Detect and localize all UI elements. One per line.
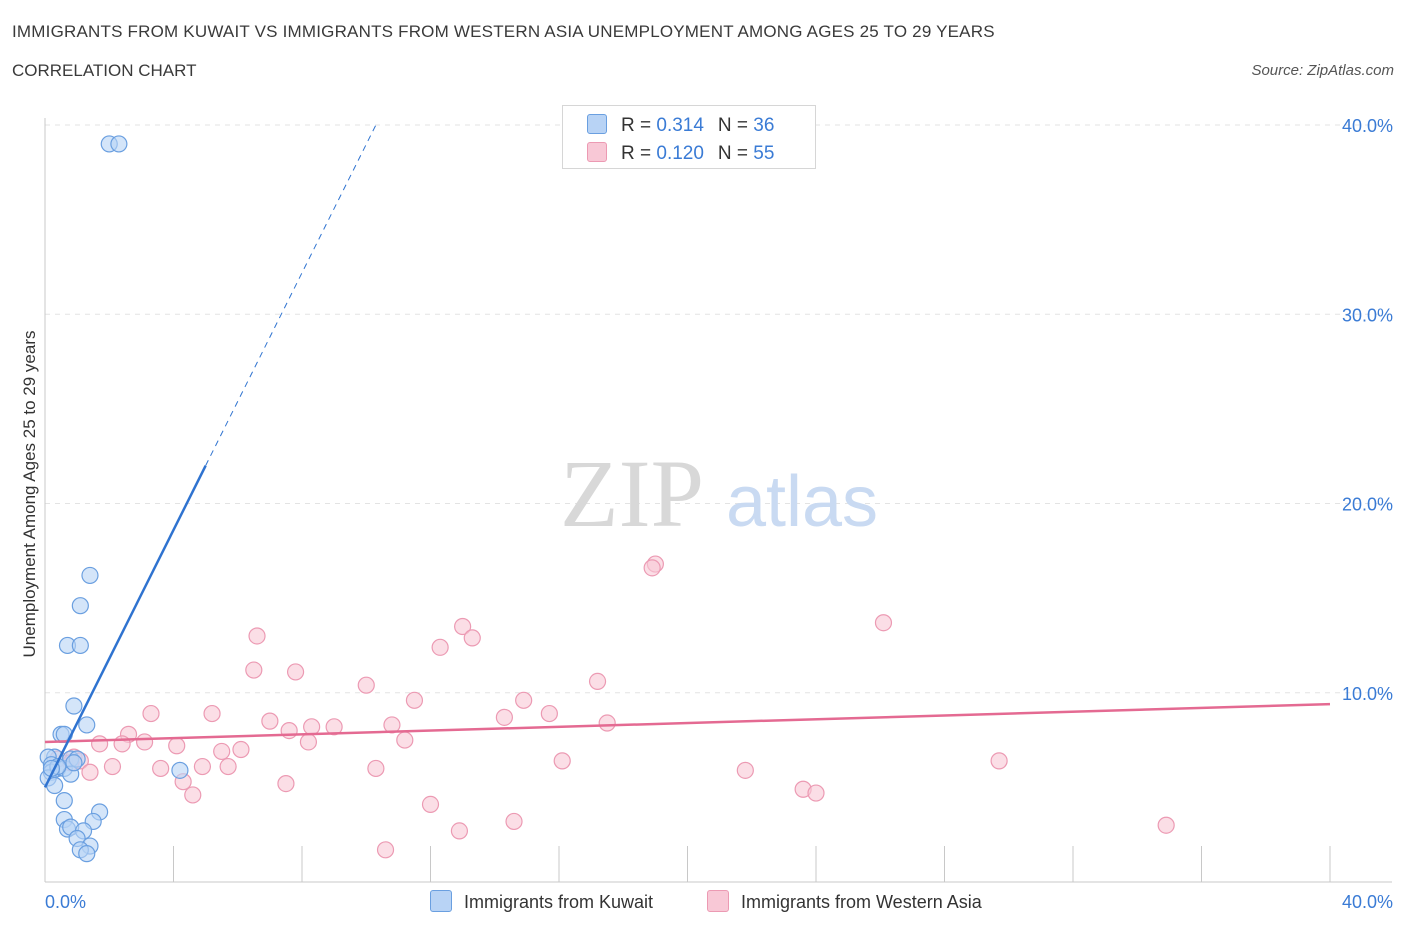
western-asia-point [213,742,231,761]
western-asia-point [505,812,523,831]
western-asia-point [280,721,298,740]
western-asia-point [1157,816,1175,834]
kuwait-point [110,135,128,153]
x-tick-label: 0.0% [45,892,86,912]
kuwait-point [71,636,89,655]
western-asia-point [303,718,321,736]
western-asia-point [261,712,279,730]
western-asia-point [421,795,440,814]
western-asia-point [454,617,472,636]
tick-labels: 10.0% 20.0% 30.0% 40.0% 0.0% 40.0% [45,116,1393,912]
legend-r-label: R = [621,115,657,136]
western-asia-point [405,691,424,709]
chart-subtitle: CORRELATION CHART [12,61,197,80]
chart-title: IMMIGRANTS FROM KUWAIT VS IMMIGRANTS FRO… [12,22,995,41]
western-asia-point [142,704,160,723]
bottom-legend-swatch-kuwait [430,890,452,912]
bottom-legend-label-kuwait: Immigrants from Kuwait [464,892,654,912]
western-asia-point [450,822,469,840]
y-tick-label: 30.0% [1342,305,1393,325]
western-asia-point [168,737,186,755]
western-asia-point [232,740,250,759]
western-asia-point [299,733,318,751]
western-asia-point [598,714,616,732]
legend-n-value-kuwait: 36 [753,115,775,136]
western-asia-point [463,629,481,647]
western-asia-point [203,704,221,723]
kuwait-point [65,697,83,715]
western-asia-point [357,676,375,694]
western-asia-point [113,735,131,753]
bottom-legend-swatch-western-asia [707,890,729,912]
kuwait-point [78,716,96,734]
western-asia-trend-line [44,702,1331,744]
western-asia-point [81,763,99,781]
y-tick-label: 20.0% [1342,495,1393,515]
western-asia-point [540,704,558,723]
watermark: ZIP atlas [560,440,878,547]
legend-n-label: N = [717,143,754,164]
western-asia-point [219,757,237,776]
western-asia-point [367,759,385,778]
legend-swatch-western-asia [587,142,607,162]
western-asia-point [193,757,212,776]
western-asia-point [515,691,533,709]
western-asia-point [135,733,154,751]
stats-legend: R = 0.314 N = 36 R = 0.120 N = 55 [562,105,816,169]
western-asia-point [152,759,170,778]
legend-swatch-kuwait [587,114,607,134]
western-asia-point [325,718,343,736]
kuwait-trend-line [43,465,207,788]
legend-row-kuwait: R = 0.314 N = 36 [587,114,774,136]
kuwait-trend-extension [205,124,377,466]
kuwait-point [71,597,89,615]
kuwait-point [55,792,73,810]
bottom-legend-kuwait: Immigrants from Kuwait [430,890,653,913]
kuwait-point [65,754,83,772]
western-asia-point [286,663,305,681]
western-asia-point [248,627,266,645]
western-asia-point [396,731,414,749]
legend-r-label: R = [621,143,657,164]
western-asia-point [990,752,1008,770]
western-asia-point [91,735,109,753]
western-asia-point [874,614,893,632]
legend-n-value-western-asia: 55 [753,143,775,164]
bottom-legend-western-asia: Immigrants from Western Asia [707,890,982,913]
grid-lines [45,124,1392,694]
western-asia-point [736,761,754,779]
legend-n-label: N = [717,115,754,136]
trend-lines [43,124,1331,788]
bottom-legend-label-western-asia: Immigrants from Western Asia [741,892,982,912]
y-tick-label: 40.0% [1342,116,1393,136]
western-asia-point [553,752,571,770]
axes [44,118,1392,883]
kuwait-point [81,566,99,585]
kuwait-point [171,761,189,779]
source-label: Source: ZipAtlas.com [1251,62,1394,79]
western-asia-point [807,784,825,802]
western-asia-point [277,774,295,793]
y-tick-label: 10.0% [1342,684,1393,704]
western-asia-point [245,661,263,679]
western-asia-point [103,757,122,776]
watermark-zip: ZIP [560,440,704,547]
x-tick-label: 40.0% [1342,892,1393,912]
western-asia-point [376,841,395,859]
western-asia-point [495,708,513,726]
legend-r-value-western-asia: 0.120 [656,143,704,164]
y-axis-label: Unemployment Among Ages 25 to 29 years [20,330,39,658]
western-asia-point [643,559,661,577]
watermark-atlas: atlas [726,462,878,542]
kuwait-point [78,845,96,863]
western-asia-points [49,555,1175,859]
western-asia-point [431,638,449,656]
legend-r-value-kuwait: 0.314 [656,115,704,136]
western-asia-point [184,786,202,804]
legend-row-western-asia: R = 0.120 N = 55 [587,142,774,164]
western-asia-point [588,672,607,690]
